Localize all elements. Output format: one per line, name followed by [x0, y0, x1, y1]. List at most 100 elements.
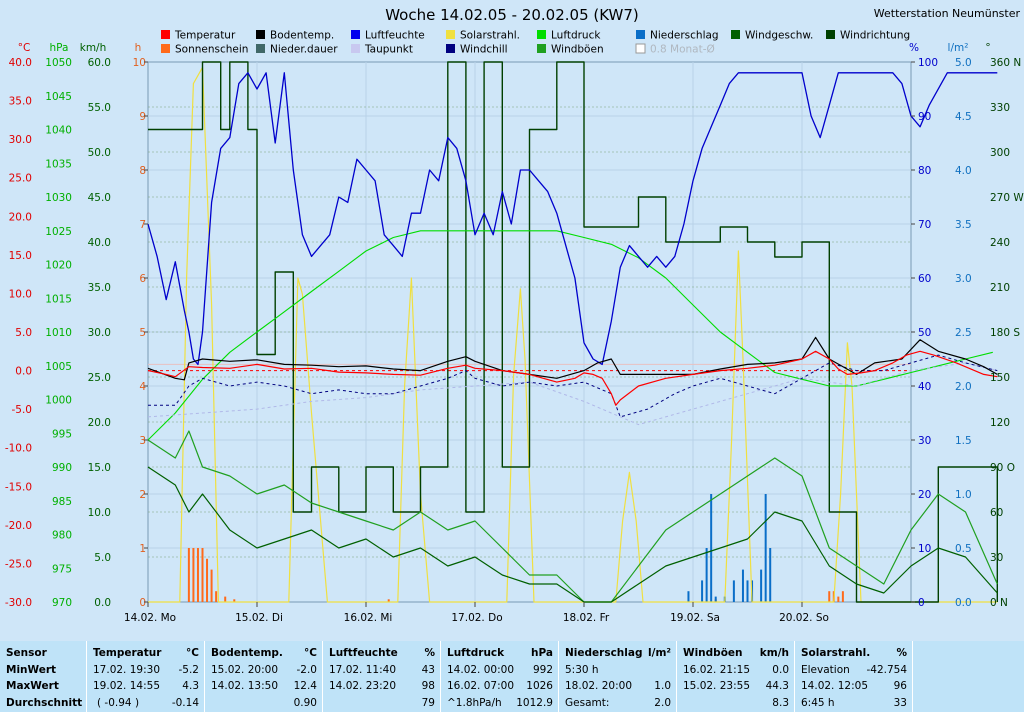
y-tick-temp: -30.0	[5, 597, 32, 609]
bar-sonnenschein	[387, 599, 390, 602]
y-tick-humidity: 10	[918, 543, 931, 555]
y-tick-pressure: 975	[52, 563, 72, 575]
legend-swatch	[636, 30, 645, 39]
stats-pressure-unit: hPa	[531, 647, 553, 659]
bar-niederschlag	[746, 580, 749, 602]
y-tick-humidity: 80	[918, 165, 931, 177]
legend-label: Temperatur	[174, 30, 236, 42]
series-line-solarstrahl	[148, 66, 998, 603]
bar-niederschlag	[769, 548, 772, 602]
stats-humidity-avg-val: 79	[421, 696, 435, 709]
y-tick-pressure: 1000	[45, 395, 72, 407]
stats-temperature-unit: °C	[186, 647, 199, 659]
y-tick-direction: 270 W	[990, 192, 1024, 204]
y-tick-precip: 3.5	[955, 219, 972, 231]
y-tick-precip: 2.5	[955, 327, 972, 339]
stats-min-label: MinWert	[6, 663, 57, 676]
stats-solar-elevation-val: -42.754	[866, 663, 907, 676]
axis-unit-hours: h	[135, 42, 142, 54]
stats-precip-total-label: Gesamt:	[565, 696, 610, 709]
y-tick-pressure: 980	[52, 530, 72, 542]
stats-ground-max-val: 12.4	[293, 680, 317, 692]
stats-temperature-title: Temperatur	[93, 647, 162, 659]
y-tick-hours: 10	[133, 57, 146, 69]
y-tick-direction: 150	[990, 372, 1010, 384]
stats-precip-max-val: 1.0	[654, 680, 671, 692]
x-tick-label: 20.02. So	[779, 612, 829, 624]
axis-unit-pressure: hPa	[50, 42, 69, 54]
bar-sonnenschein	[841, 591, 844, 602]
y-tick-temp: 0.0	[15, 366, 32, 378]
legend-swatch	[351, 30, 360, 39]
y-tick-hours: 0	[139, 597, 146, 609]
y-tick-pressure: 990	[52, 462, 72, 474]
stats-solar-unit: %	[896, 647, 907, 659]
series-line-luftfeuchte	[147, 72, 998, 366]
legend-label: Nieder.dauer	[270, 44, 338, 56]
stats-ground-col: Bodentemp. °C 15.02. 20:00 -2.0 14.02. 13:…	[205, 641, 322, 712]
station-name: Wetterstation Neumünster	[874, 7, 1021, 20]
y-tick-wind: 40.0	[88, 237, 111, 249]
y-tick-temp: 35.0	[9, 96, 32, 108]
stats-gusts-min-val: 0.0	[772, 663, 789, 676]
y-tick-direction: 0 N	[990, 597, 1008, 609]
legend-swatch	[635, 43, 646, 54]
bar-sonnenschein	[210, 569, 213, 602]
y-tick-direction: 360 N	[990, 57, 1021, 69]
bar-niederschlag	[701, 580, 704, 602]
legend-swatch	[826, 30, 835, 39]
y-tick-temp: 10.0	[9, 288, 32, 300]
legend-label: Niederschlag	[650, 30, 719, 42]
legend-label: Luftfeuchte	[365, 30, 425, 42]
stats-solar-col: Solarstrahl.% Elevation -42.754 14.02. 12…	[795, 641, 912, 712]
stats-gusts-unit: km/h	[759, 647, 789, 659]
y-tick-precip: 1.0	[955, 489, 972, 501]
axis-unit-humidity: %	[909, 42, 919, 54]
bar-sonnenschein	[196, 548, 199, 602]
legend-label: Windgeschw.	[745, 30, 813, 42]
y-tick-temp: 40.0	[9, 57, 32, 69]
y-tick-wind: 55.0	[88, 102, 111, 114]
y-tick-humidity: 40	[918, 381, 931, 393]
x-tick-label: 16.02. Mi	[344, 612, 393, 624]
y-tick-precip: 5.0	[955, 57, 972, 69]
y-tick-pressure: 1035	[45, 158, 72, 170]
plot-area	[147, 61, 998, 603]
stats-pressure-avg-note: ^1.8hPa/h	[447, 696, 502, 709]
stats-temperature-avg-note: ( -0.94 )	[97, 696, 140, 709]
stats-temperature-max-val: 4.3	[182, 680, 199, 692]
y-tick-temp: -10.0	[5, 443, 32, 455]
axis-unit-direction: °	[985, 42, 990, 54]
x-tick-label: 19.02. Sa	[670, 612, 720, 624]
legend-swatch	[351, 44, 360, 53]
bar-niederschlag	[760, 569, 763, 602]
y-tick-direction: 210	[990, 282, 1010, 294]
y-tick-pressure: 970	[52, 597, 72, 609]
stats-humidity-max-date: 14.02. 23:20	[329, 680, 396, 692]
stats-sensor-col: Sensor MinWert MaxWert Durchschnitt	[0, 641, 86, 712]
y-tick-wind: 35.0	[88, 282, 111, 294]
y-tick-hours: 2	[139, 489, 146, 501]
stats-solar-title: Solarstrahl.	[801, 647, 871, 659]
bar-sonnenschein	[192, 548, 195, 602]
chart-legend: Temperatur Bodentemp. Luftfeuchte Solarstra…	[161, 30, 910, 56]
y-tick-direction: 30	[990, 552, 1003, 564]
stats-gusts-max-val: 44.3	[765, 680, 789, 692]
legend-label: Solarstrahl.	[460, 30, 520, 42]
bar-sonnenschein	[233, 599, 236, 602]
bar-niederschlag	[687, 591, 690, 602]
stats-precip-duration: 5:30 h	[565, 663, 599, 676]
stats-ground-min-date: 15.02. 20:00	[211, 663, 278, 676]
stats-temperature-max-date: 19.02. 14:55	[93, 680, 160, 692]
legend-swatch	[161, 44, 170, 53]
legend-label: 0.8 Monat-Ø	[650, 44, 715, 56]
y-tick-pressure: 985	[52, 496, 72, 508]
stats-ground-max-date: 14.02. 13:50	[211, 680, 278, 692]
y-tick-hours: 5	[139, 327, 146, 339]
y-tick-temp: 30.0	[9, 134, 32, 146]
axis-unit-wind: km/h	[80, 42, 107, 54]
stats-pressure-col: Luftdruck hPa 14.02. 00:00 992 16.02. 07:0…	[441, 641, 558, 712]
y-tick-wind: 45.0	[88, 192, 111, 204]
stats-humidity-min-val: 43	[421, 663, 435, 676]
y-tick-wind: 10.0	[88, 507, 111, 519]
